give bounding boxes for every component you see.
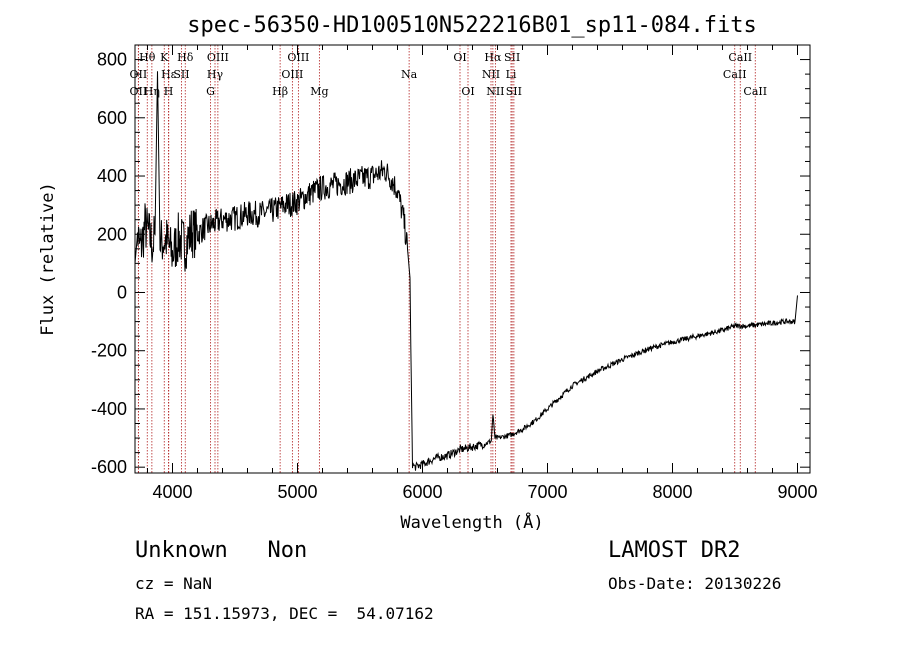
- y-tick-label: 400: [97, 166, 127, 186]
- spectral-line-markers: HθOIIOIIHηKHεHHδSIIOIIIHγGOIIIOIIIHβMgNa…: [130, 45, 767, 473]
- spectral-line-label: Li: [506, 68, 517, 81]
- spectral-line-label: Mg: [310, 85, 328, 98]
- spectral-line-label: OII: [130, 85, 148, 98]
- x-tick-label: 4000: [152, 482, 192, 502]
- x-tick-label: 6000: [402, 482, 442, 502]
- x-axis-label: Wavelength (Å): [400, 511, 543, 533]
- spectral-line-label: G: [206, 85, 215, 98]
- x-tick-label: 9000: [777, 482, 817, 502]
- chart-title: spec-56350-HD100510N522216B01_sp11-084.f…: [187, 13, 757, 38]
- spectral-line-label: H: [164, 85, 174, 98]
- spectral-line-label: OIII: [281, 68, 303, 81]
- y-tick-label: 600: [97, 108, 127, 128]
- spectrum-series-line: [134, 71, 798, 471]
- spectral-line-label: SII: [173, 68, 189, 81]
- obs-date-label: Obs-Date: 20130226: [608, 574, 782, 593]
- y-tick-label: 0: [117, 282, 127, 302]
- y-tick-label: -200: [91, 341, 127, 361]
- x-tick-label: 7000: [527, 482, 567, 502]
- spectral-line-label: Hγ: [207, 68, 224, 81]
- spectral-line-label: CaII: [743, 85, 767, 98]
- y-tick-label: 800: [97, 50, 127, 70]
- spectral-line-label: K: [160, 51, 169, 64]
- coordinates-label: RA = 151.15973, DEC = 54.07162: [135, 604, 434, 623]
- plot-frame: [134, 44, 811, 474]
- spectral-line-label: CaII: [728, 51, 752, 64]
- spectral-line-label: SII: [504, 51, 520, 64]
- x-tick-label: 5000: [277, 482, 317, 502]
- spectral-line-label: Hδ: [177, 51, 194, 64]
- spectral-line-label: OIII: [287, 51, 309, 64]
- y-tick-label: -400: [91, 399, 127, 419]
- spectral-line-label: Na: [401, 68, 418, 81]
- spectral-line-label: Hθ: [139, 51, 156, 64]
- y-axis-label: Flux (relative): [38, 182, 58, 336]
- spectral-line-label: OI: [461, 85, 474, 98]
- classification-label: Unknown Non: [135, 538, 308, 563]
- spectral-line-label: CaII: [723, 68, 747, 81]
- x-tick-label: 8000: [652, 482, 692, 502]
- spectral-line-label: OIII: [207, 51, 229, 64]
- y-tick-label: -600: [91, 457, 127, 477]
- spectral-line-label: Hβ: [272, 85, 288, 98]
- survey-label: LAMOST DR2: [608, 538, 741, 563]
- spectral-line-label: NII: [486, 85, 504, 98]
- spectral-line-label: OI: [453, 51, 466, 64]
- spectral-line-label: SII: [506, 85, 522, 98]
- spectral-line-label: NII: [482, 68, 500, 81]
- spectral-line-label: Hε: [161, 68, 177, 81]
- spectral-line-label: Hα: [484, 51, 502, 64]
- y-tick-label: 200: [97, 224, 127, 244]
- axis-ticks: 4000 5000 6000 7000 8000 9000 -600 -400 -200 0 200…: [91, 45, 818, 502]
- spectral-line-label: Hη: [144, 85, 160, 98]
- redshift-label: cz = NaN: [135, 574, 213, 593]
